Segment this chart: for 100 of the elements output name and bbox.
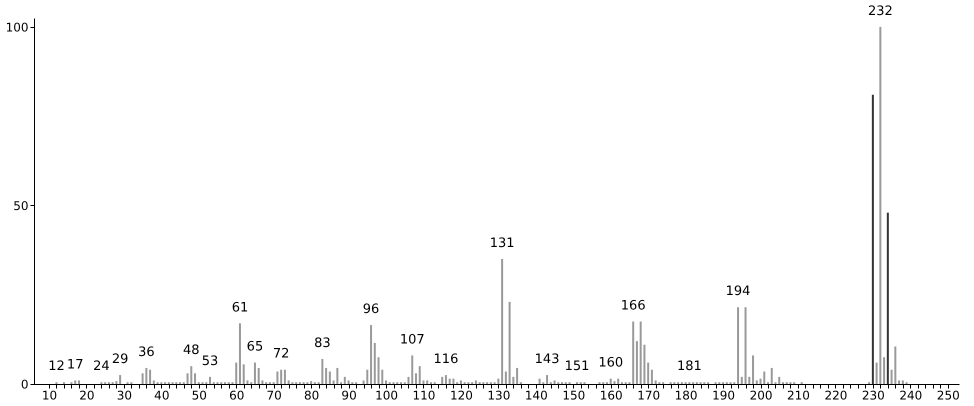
- bar: [763, 372, 766, 384]
- bar: [78, 380, 80, 384]
- bar: [448, 378, 451, 384]
- x-tick-label: 110: [412, 388, 436, 402]
- bar: [643, 344, 646, 384]
- bar: [422, 380, 424, 384]
- annotation: 12: [48, 359, 65, 374]
- x-tick-label: 120: [450, 388, 473, 402]
- annotation: 181: [676, 359, 702, 374]
- bar: [613, 381, 616, 384]
- bar: [238, 323, 241, 384]
- bar: [426, 380, 428, 384]
- x-tick-label: 90: [341, 388, 357, 402]
- x-tick-label: 220: [824, 388, 848, 402]
- x-tick-label: 210: [787, 388, 810, 402]
- bar: [119, 375, 122, 384]
- x-tick-label: 40: [154, 388, 170, 402]
- x-tick-label: 100: [375, 388, 398, 402]
- x-tick-label: 50: [192, 388, 207, 402]
- x-tick-label: 160: [600, 388, 623, 402]
- bar: [538, 378, 541, 384]
- x-tick-label: 150: [562, 388, 586, 402]
- x-tick-label: 60: [229, 388, 244, 402]
- y-tick-label: 0: [20, 378, 28, 392]
- bar: [460, 380, 462, 384]
- bar: [418, 366, 421, 384]
- bar: [752, 355, 754, 384]
- annotation: 61: [232, 300, 248, 316]
- y-tick-label: 100: [6, 20, 28, 34]
- bar: [441, 376, 444, 384]
- x-tick-label: 10: [42, 388, 58, 402]
- annotation: 151: [564, 359, 590, 374]
- bar: [186, 373, 189, 384]
- bar: [778, 376, 780, 384]
- x-tick-label: 250: [936, 388, 960, 402]
- bar: [246, 380, 248, 384]
- bar: [142, 373, 144, 384]
- annotation: 83: [314, 336, 331, 352]
- bar: [348, 380, 350, 384]
- bar: [261, 380, 264, 384]
- x-tick-label: 180: [674, 388, 698, 402]
- annotation: 232: [868, 4, 893, 19]
- bar: [632, 322, 634, 384]
- annotation: 29: [112, 352, 128, 368]
- annotation: 194: [726, 284, 750, 300]
- bar: [640, 322, 642, 384]
- bar: [650, 370, 653, 384]
- bar: [760, 378, 762, 384]
- annotation: 143: [534, 352, 560, 368]
- annotation: 96: [362, 302, 380, 318]
- bar: [254, 362, 256, 384]
- x-tick-label: 130: [487, 388, 510, 402]
- bar: [370, 325, 372, 384]
- x-tick-label: 20: [79, 388, 95, 402]
- annotation: 17: [66, 357, 84, 372]
- bar: [770, 368, 773, 384]
- bar: [145, 368, 148, 384]
- bar: [610, 378, 612, 384]
- x-tick-label: 140: [524, 388, 548, 402]
- bar: [190, 366, 192, 384]
- annotation: 131: [490, 236, 515, 252]
- bar: [902, 380, 904, 384]
- bar: [411, 355, 414, 384]
- annotation: 72: [272, 346, 290, 362]
- annotation: 48: [183, 343, 200, 358]
- annotation: 53: [202, 354, 218, 369]
- bar: [872, 94, 874, 384]
- bar: [879, 26, 882, 384]
- bar: [344, 376, 346, 384]
- annotation: 107: [400, 332, 425, 348]
- bar: [516, 368, 518, 384]
- bar: [152, 380, 155, 384]
- bar: [310, 381, 312, 384]
- annotation: 160: [598, 356, 624, 371]
- annotation: 36: [138, 344, 155, 360]
- bar: [374, 342, 376, 384]
- bar: [756, 380, 758, 384]
- bar: [444, 375, 447, 384]
- bar: [737, 307, 740, 384]
- x-tick-label: 170: [637, 388, 660, 402]
- x-tick-label: 230: [862, 388, 885, 402]
- bar: [890, 370, 893, 384]
- x-tick-label: 200: [750, 388, 772, 402]
- bar: [284, 370, 286, 384]
- bar: [235, 362, 238, 384]
- bar: [381, 370, 384, 384]
- x-tick-label: 30: [116, 388, 132, 402]
- bar: [508, 302, 511, 384]
- annotation: 116: [434, 352, 458, 368]
- x-tick-label: 240: [899, 388, 922, 402]
- annotation: 65: [246, 340, 264, 355]
- bar: [886, 212, 889, 384]
- x-tick-label: 80: [304, 388, 320, 402]
- y-tick-label: 50: [13, 198, 28, 213]
- bar: [452, 378, 454, 384]
- bar: [894, 346, 896, 384]
- bar: [209, 376, 212, 384]
- annotation: 24: [93, 359, 110, 374]
- bar: [617, 378, 620, 384]
- bar: [501, 259, 504, 384]
